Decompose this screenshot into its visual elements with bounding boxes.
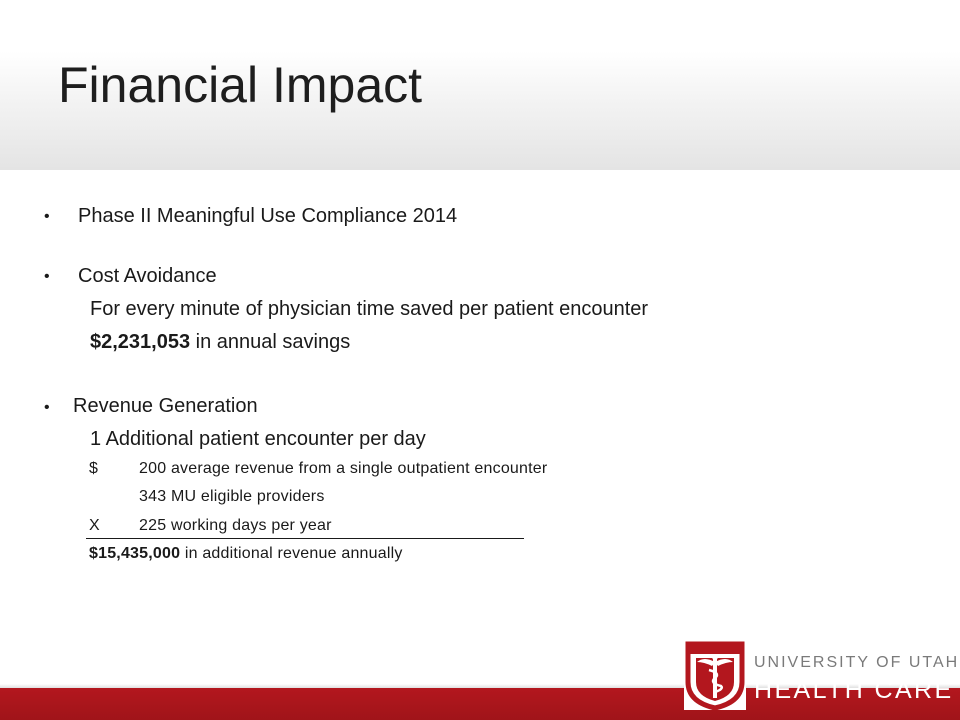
caduceus-icon <box>684 640 746 711</box>
revenue-total-label: in additional revenue annually <box>180 545 403 562</box>
slide-title: Financial Impact <box>58 57 423 113</box>
footer-shadow <box>0 684 960 688</box>
bullet-marker: • <box>44 399 50 416</box>
header-background <box>0 0 960 170</box>
calc-symbol: $ <box>89 460 99 477</box>
cost-avoidance-description: For every minute of physician time saved… <box>90 298 649 320</box>
bullet-phase-ii: Phase II Meaningful Use Compliance 2014 <box>78 205 458 227</box>
bullet-marker: • <box>44 208 50 225</box>
calc-line-days: 225 working days per year <box>139 517 332 534</box>
calc-underline <box>86 538 524 539</box>
savings-label: in annual savings <box>190 331 351 353</box>
revenue-description: 1 Additional patient encounter per day <box>90 428 426 450</box>
calc-line-revenue: 200 average revenue from a single outpat… <box>139 460 548 477</box>
bullet-cost-avoidance: Cost Avoidance <box>78 265 217 287</box>
calc-total: $15,435,000 in additional revenue annual… <box>89 546 403 562</box>
logo-university-text: UNIVERSITY OF UTAH <box>754 654 960 671</box>
logo-health-care-text: HEALTH CARE <box>754 676 954 704</box>
savings-amount: $2,231,053 <box>90 331 191 353</box>
bullet-revenue-generation: Revenue Generation <box>73 395 258 417</box>
bullet-marker: • <box>44 268 50 285</box>
revenue-total-amount: $15,435,000 <box>89 545 181 562</box>
calc-symbol: X <box>89 517 100 534</box>
footer-bar <box>0 688 960 720</box>
cost-avoidance-savings: $2,231,053 in annual savings <box>90 332 350 352</box>
calc-line-providers: 343 MU eligible providers <box>139 488 325 505</box>
